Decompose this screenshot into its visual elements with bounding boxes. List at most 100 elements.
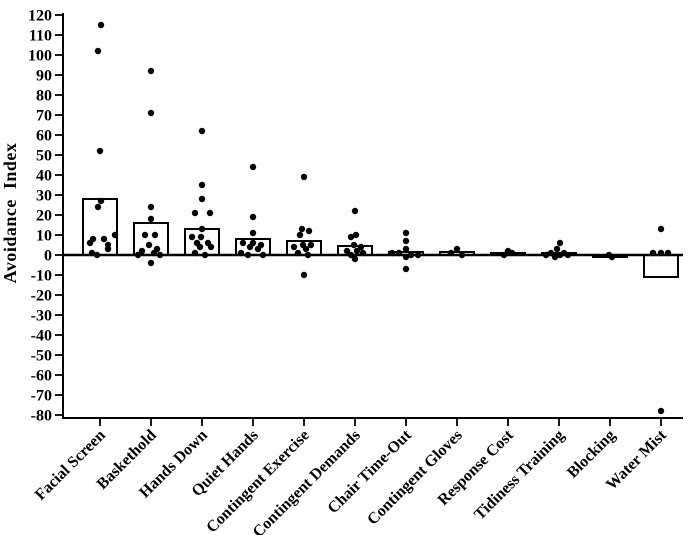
y-tick-label: -80 bbox=[31, 408, 52, 425]
data-point-facial-screen bbox=[100, 235, 108, 243]
data-point-hands-down bbox=[206, 209, 214, 217]
data-point-contingent-demands bbox=[359, 249, 367, 257]
data-point-tidiness-training bbox=[553, 245, 561, 253]
data-point-tidiness-training bbox=[551, 253, 559, 261]
category-label-tidiness-training: Tidiness Training bbox=[471, 427, 568, 524]
category-label-contingent-gloves: Contingent Gloves bbox=[364, 427, 466, 529]
y-tick-label: -50 bbox=[31, 348, 52, 365]
data-point-facial-screen bbox=[97, 21, 105, 29]
data-point-chair-time-out bbox=[414, 251, 422, 259]
y-tick-label: 110 bbox=[29, 28, 52, 45]
data-point-contingent-demands bbox=[351, 255, 359, 263]
y-tick-label: -60 bbox=[31, 368, 52, 385]
data-point-contingent-gloves bbox=[453, 245, 461, 253]
data-point-contingent-exercise bbox=[302, 245, 310, 253]
data-point-contingent-gloves bbox=[447, 249, 455, 257]
data-point-baskethold bbox=[147, 109, 155, 117]
data-point-contingent-demands bbox=[350, 241, 358, 249]
y-tick-label: -70 bbox=[31, 388, 52, 405]
data-point-contingent-exercise bbox=[300, 271, 308, 279]
data-point-baskethold bbox=[141, 231, 149, 239]
y-tick-label: -10 bbox=[31, 268, 52, 285]
data-point-facial-screen bbox=[86, 239, 94, 247]
data-point-contingent-exercise bbox=[290, 243, 298, 251]
data-point-baskethold bbox=[138, 247, 146, 255]
data-point-quiet-hands bbox=[237, 249, 245, 257]
data-point-contingent-demands bbox=[351, 207, 359, 215]
data-point-baskethold bbox=[147, 67, 155, 75]
data-point-hands-down bbox=[188, 233, 196, 241]
y-tick-label: 0 bbox=[44, 248, 52, 265]
data-point-facial-screen bbox=[97, 197, 105, 205]
data-point-quiet-hands bbox=[254, 245, 262, 253]
data-point-contingent-demands bbox=[343, 247, 351, 255]
data-point-baskethold bbox=[145, 241, 153, 249]
category-label-facial-screen: Facial Screen bbox=[32, 427, 109, 504]
data-point-tidiness-training bbox=[556, 239, 564, 247]
data-point-hands-down bbox=[191, 209, 199, 217]
data-point-chair-time-out bbox=[402, 265, 410, 273]
data-point-tidiness-training bbox=[547, 249, 555, 257]
y-tick-label: 70 bbox=[36, 108, 52, 125]
data-point-hands-down bbox=[198, 127, 206, 135]
data-point-baskethold bbox=[150, 249, 158, 257]
data-point-blocking bbox=[608, 253, 616, 261]
data-point-water-mist bbox=[657, 407, 665, 415]
data-point-hands-down bbox=[207, 243, 215, 251]
data-point-facial-screen bbox=[104, 245, 112, 253]
data-point-baskethold bbox=[147, 203, 155, 211]
data-point-baskethold bbox=[147, 215, 155, 223]
y-tick-label: 100 bbox=[28, 48, 52, 65]
data-point-quiet-hands bbox=[246, 243, 254, 251]
data-point-chair-time-out bbox=[402, 229, 410, 237]
data-point-contingent-demands bbox=[353, 247, 361, 255]
data-point-contingent-exercise bbox=[304, 251, 312, 259]
y-tick-label: 80 bbox=[36, 88, 52, 105]
y-tick-label: 10 bbox=[36, 228, 52, 245]
bar-hands-down bbox=[184, 228, 220, 256]
data-point-contingent-gloves bbox=[458, 251, 466, 259]
data-point-facial-screen bbox=[88, 249, 96, 257]
data-point-facial-screen bbox=[94, 47, 102, 55]
data-point-contingent-exercise bbox=[305, 227, 313, 235]
data-point-hands-down bbox=[198, 181, 206, 189]
data-point-water-mist bbox=[664, 249, 672, 257]
data-point-chair-time-out bbox=[402, 237, 410, 245]
data-point-contingent-exercise bbox=[300, 173, 308, 181]
data-point-hands-down bbox=[197, 233, 205, 241]
data-point-quiet-hands bbox=[249, 163, 257, 171]
data-point-chair-time-out bbox=[402, 253, 410, 261]
bar-water-mist bbox=[643, 254, 679, 278]
data-point-quiet-hands bbox=[249, 229, 257, 237]
data-point-water-mist bbox=[657, 249, 665, 257]
data-point-contingent-demands bbox=[347, 251, 355, 259]
data-point-quiet-hands bbox=[239, 239, 247, 247]
data-point-tidiness-training bbox=[556, 251, 564, 259]
data-point-contingent-exercise bbox=[298, 225, 306, 233]
data-point-baskethold bbox=[151, 231, 159, 239]
y-tick-label: -30 bbox=[31, 308, 52, 325]
data-point-response-cost bbox=[508, 249, 516, 257]
data-point-chair-time-out bbox=[395, 249, 403, 257]
data-point-hands-down bbox=[196, 243, 204, 251]
data-point-baskethold bbox=[156, 251, 164, 259]
data-point-hands-down bbox=[191, 249, 199, 257]
y-tick-label: 120 bbox=[28, 8, 52, 25]
data-point-baskethold bbox=[134, 251, 142, 259]
data-point-response-cost bbox=[500, 251, 508, 259]
y-axis-title: Avoidance Index bbox=[0, 143, 20, 284]
data-point-hands-down bbox=[198, 195, 206, 203]
data-point-quiet-hands bbox=[244, 251, 252, 259]
data-point-baskethold bbox=[147, 259, 155, 267]
data-point-water-mist bbox=[649, 249, 657, 257]
y-tick-label: -20 bbox=[31, 288, 52, 305]
data-point-contingent-demands bbox=[357, 243, 365, 251]
data-point-chair-time-out bbox=[407, 251, 415, 259]
y-tick-label: 30 bbox=[36, 188, 52, 205]
y-tick-label: 20 bbox=[36, 208, 52, 225]
y-tick-label: 40 bbox=[36, 168, 52, 185]
data-point-facial-screen bbox=[94, 203, 102, 211]
data-point-quiet-hands bbox=[259, 251, 267, 259]
